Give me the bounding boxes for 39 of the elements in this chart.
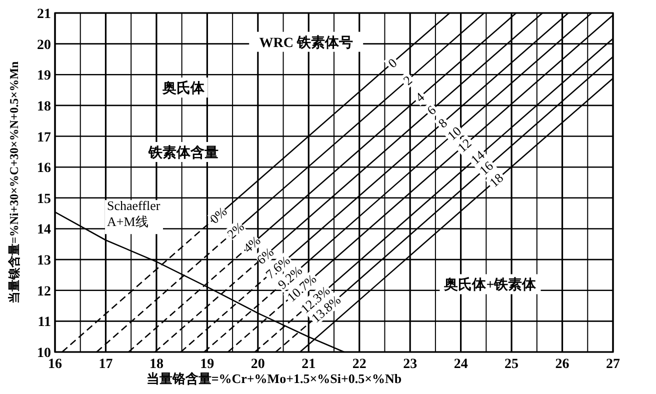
series-label: 8 <box>435 115 450 131</box>
y-tick-label: 19 <box>37 68 51 84</box>
series-label: 2 <box>400 72 415 88</box>
x-tick-label: 17 <box>98 357 113 372</box>
y-tick-label: 15 <box>37 192 51 207</box>
x-tick-label: 23 <box>403 357 418 372</box>
series-label: 0 <box>384 55 400 71</box>
y-tick-label: 13 <box>37 254 51 269</box>
annotation: 铁素体含量 <box>147 144 218 161</box>
y-tick-label: 18 <box>37 99 51 114</box>
y-axis-title: 当量镍含量=%Ni+30×%C+30×%N+0.5×%Mn <box>7 61 21 304</box>
x-tick-label: 24 <box>454 357 468 372</box>
annotation: WRC 铁素体号 <box>259 34 353 51</box>
x-tick-label: 18 <box>149 357 164 372</box>
annotation: 奥氏体 <box>161 80 206 97</box>
y-tick-label: 10 <box>37 346 51 361</box>
series-label: 6 <box>424 102 440 118</box>
x-tick-label: 27 <box>606 357 620 372</box>
text: 0% <box>206 204 230 227</box>
series-label: 12 <box>454 135 474 156</box>
text: 2% <box>224 218 248 242</box>
y-tick-label: 21 <box>37 7 51 22</box>
series-label: Schaeffler A+M线 <box>107 198 161 230</box>
y-tick-label: 20 <box>37 38 51 53</box>
x-tick-label: 25 <box>504 357 519 372</box>
x-axis-title: 当量铬含量=%Cr+%Mo+1.5×%Si+0.5×%Nb <box>146 371 402 386</box>
series-label: 4 <box>412 89 428 105</box>
y-tick-label: 12 <box>37 284 51 300</box>
y-tick-label: 17 <box>37 130 51 146</box>
x-tick-label: 16 <box>48 357 62 372</box>
x-tick-label: 19 <box>200 357 214 372</box>
x-tick-label: 21 <box>302 357 316 372</box>
y-tick-label: 11 <box>38 315 51 330</box>
y-tick-label: 14 <box>37 222 51 238</box>
x-tick-label: 20 <box>250 357 265 372</box>
y-tick-label: 16 <box>37 161 51 176</box>
annotation: 奥氏体+铁素体 <box>443 276 538 294</box>
x-tick-label: 26 <box>555 357 570 372</box>
x-tick-label: 22 <box>352 357 366 372</box>
